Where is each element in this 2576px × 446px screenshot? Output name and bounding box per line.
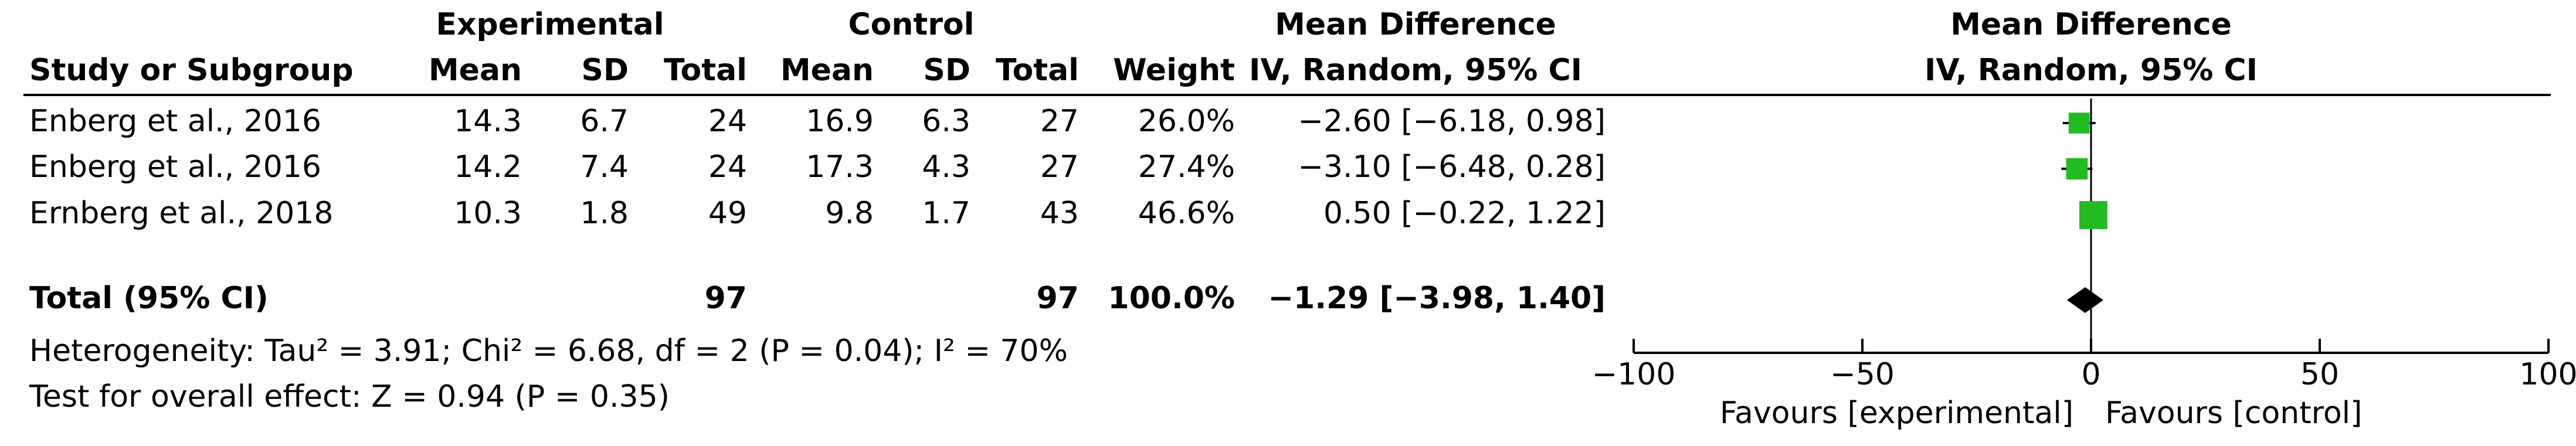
table-cell: 49: [708, 196, 747, 231]
table-cell: 10.3: [454, 196, 522, 231]
total-cell: Total (95% CI): [29, 281, 269, 316]
group-header: Mean Difference: [1275, 7, 1556, 42]
study-square: [2066, 158, 2088, 180]
table-cell: 9.8: [825, 196, 874, 231]
table-cell: 4.3: [922, 149, 970, 185]
column-header: Total: [996, 53, 1079, 88]
table-cell: 26.0%: [1138, 104, 1235, 139]
x-tick-label: 50: [2300, 357, 2339, 392]
column-header: Study or Subgroup: [29, 53, 354, 88]
chart-subtitle: IV, Random, 95% CI: [1925, 53, 2258, 88]
column-header: SD: [581, 53, 629, 88]
total-cell: 97: [705, 281, 747, 316]
table-cell: Enberg et al., 2016: [29, 149, 321, 185]
total-cell: 97: [1037, 281, 1079, 316]
group-header: Control: [849, 7, 975, 42]
study-square: [2068, 113, 2090, 134]
group-header: Experimental: [436, 7, 664, 42]
table-cell: −2.60 [−6.18, 0.98]: [1298, 104, 1606, 139]
table-cell: 7.4: [580, 149, 629, 185]
table-cell: 1.8: [580, 196, 629, 231]
table-cell: 24: [708, 104, 747, 139]
column-header: Mean: [780, 53, 874, 88]
table-cell: Ernberg et al., 2018: [29, 196, 333, 231]
total-diamond: [2066, 287, 2103, 313]
column-header: Mean: [429, 53, 522, 88]
column-header: Weight: [1113, 53, 1235, 88]
column-header: Total: [664, 53, 747, 88]
x-label-right: Favours [control]: [2105, 396, 2362, 431]
x-tick-label: 100: [2519, 357, 2576, 392]
column-header: IV, Random, 95% CI: [1249, 53, 1582, 88]
table-cell: 6.7: [580, 104, 629, 139]
table-cell: 24: [708, 149, 747, 185]
heterogeneity: Heterogeneity: Tau² = 3.91; Chi² = 6.68,…: [29, 333, 1068, 369]
total-cell: −1.29 [−3.98, 1.40]: [1268, 281, 1606, 316]
table-cell: −3.10 [−6.48, 0.28]: [1298, 149, 1606, 185]
table-cell: 27: [1040, 104, 1079, 139]
table-cell: 14.3: [454, 104, 522, 139]
x-tick-label: −100: [1592, 357, 1676, 392]
table-cell: 1.7: [922, 196, 970, 231]
study-square: [2079, 201, 2107, 229]
table-cell: 16.9: [806, 104, 874, 139]
table-cell: 17.3: [806, 149, 874, 185]
table-cell: 46.6%: [1138, 196, 1235, 231]
chart-title: Mean Difference: [1950, 7, 2232, 42]
table-cell: 0.50 [−0.22, 1.22]: [1323, 196, 1606, 231]
table-cell: 6.3: [922, 104, 970, 139]
table-cell: Enberg et al., 2016: [29, 104, 321, 139]
table-cell: 27: [1040, 149, 1079, 185]
total-cell: 100.0%: [1108, 281, 1235, 316]
table-cell: 43: [1040, 196, 1079, 231]
overall-effect: Test for overall effect: Z = 0.94 (P = 0…: [29, 379, 670, 414]
x-tick-label: 0: [2081, 357, 2100, 392]
column-header: SD: [923, 53, 970, 88]
x-tick-label: −50: [1830, 357, 1895, 392]
table-cell: 14.2: [454, 149, 522, 185]
table-cell: 27.4%: [1138, 149, 1235, 185]
x-label-left: Favours [experimental]: [1720, 396, 2073, 431]
